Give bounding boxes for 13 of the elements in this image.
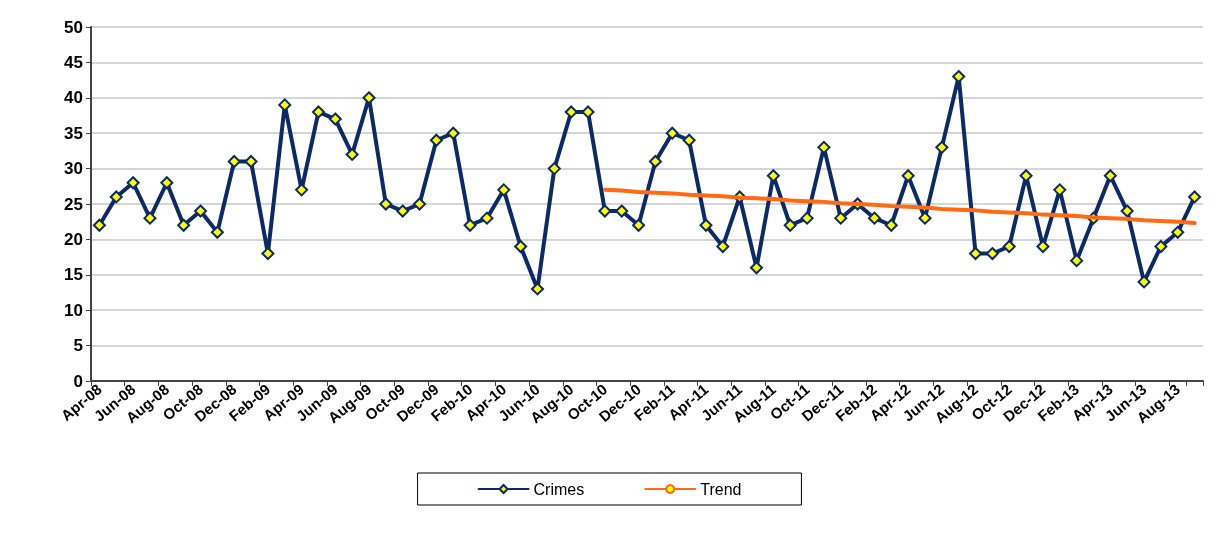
legend-label: Trend: [700, 480, 742, 498]
line-series: [602, 187, 1197, 226]
legend-label: Crimes: [533, 480, 585, 498]
y-tick-label: 50: [64, 17, 83, 37]
y-tick-label: 30: [64, 159, 83, 179]
y-tick-label: 20: [64, 229, 83, 249]
y-tick-label: 10: [64, 300, 83, 320]
y-tick-label: 40: [64, 88, 83, 108]
y-tick-label: 45: [64, 52, 83, 72]
y-tick-label: 35: [64, 123, 83, 143]
y-tick-label: 15: [64, 265, 83, 285]
y-tick-label: 5: [73, 336, 83, 356]
y-tick-label: 25: [64, 194, 83, 214]
